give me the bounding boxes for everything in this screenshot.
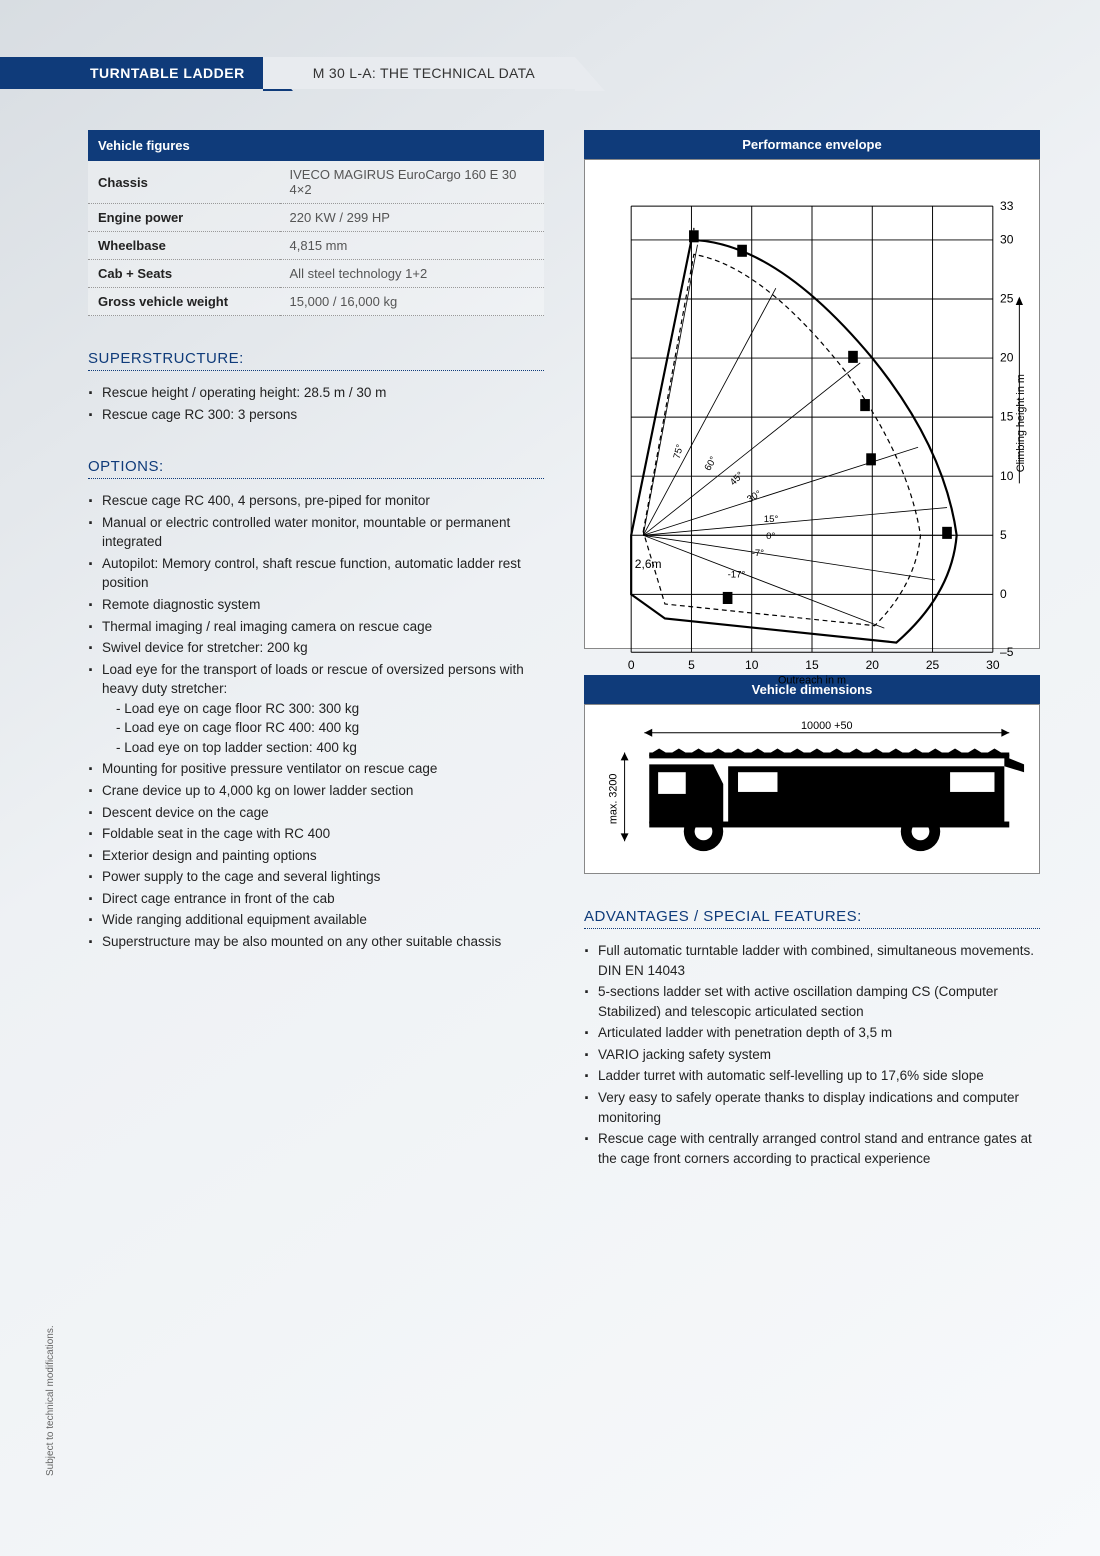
list-item: Exterior design and painting options xyxy=(88,846,544,866)
svg-text:20: 20 xyxy=(866,658,880,672)
header-subtitle: M 30 L-A: THE TECHNICAL DATA xyxy=(263,57,575,89)
svg-text:-7°: -7° xyxy=(752,548,765,559)
list-item: Swivel device for stretcher: 200 kg xyxy=(88,638,544,658)
list-item: 5-sections ladder set with active oscill… xyxy=(584,982,1040,1021)
advantages-list: Full automatic turntable ladder with com… xyxy=(584,941,1040,1168)
svg-text:0: 0 xyxy=(1000,587,1007,601)
spec-value: IVECO MAGIRUS EuroCargo 160 E 30 4×2 xyxy=(280,161,544,204)
table-row: Cab + SeatsAll steel technology 1+2 xyxy=(88,260,544,288)
spec-label: Chassis xyxy=(88,161,280,204)
svg-text:20: 20 xyxy=(1000,351,1014,365)
svg-text:30°: 30° xyxy=(745,488,763,505)
superstructure-list: Rescue height / operating height: 28.5 m… xyxy=(88,383,544,424)
spec-label: Gross vehicle weight xyxy=(88,288,280,316)
svg-text:15°: 15° xyxy=(764,514,779,525)
envelope-svg: 2,6m 75° 60° 45° 30° 15° 0° -7° -17° 33 … xyxy=(595,170,1029,688)
header-bar: TURNTABLE LADDER M 30 L-A: THE TECHNICAL… xyxy=(0,56,575,90)
vehicle-figures-title: Vehicle figures xyxy=(88,130,544,161)
advantages-title: ADVANTAGES / SPECIAL FEATURES: xyxy=(584,908,1040,929)
list-item: Full automatic turntable ladder with com… xyxy=(584,941,1040,980)
table-row: Engine power220 KW / 299 HP xyxy=(88,204,544,232)
svg-text:25: 25 xyxy=(1000,292,1014,306)
options-list: Rescue cage RC 400, 4 persons, pre-piped… xyxy=(88,491,544,951)
list-item: Superstructure may be also mounted on an… xyxy=(88,932,544,952)
list-item: Autopilot: Memory control, shaft rescue … xyxy=(88,554,544,593)
spec-label: Wheelbase xyxy=(88,232,280,260)
svg-text:0°: 0° xyxy=(766,531,775,542)
vehicle-svg: 10000 +50 max. 3200 xyxy=(595,715,1029,863)
svg-text:25: 25 xyxy=(926,658,940,672)
svg-text:-17°: -17° xyxy=(728,569,746,580)
sub-item: - Load eye on cage floor RC 300: 300 kg xyxy=(102,699,544,719)
table-row: Wheelbase4,815 mm xyxy=(88,232,544,260)
svg-text:30: 30 xyxy=(986,658,1000,672)
list-item: Mounting for positive pressure ventilato… xyxy=(88,759,544,779)
svg-text:2,6m: 2,6m xyxy=(635,557,662,571)
list-item: Rescue cage RC 400, 4 persons, pre-piped… xyxy=(88,491,544,511)
svg-text:10: 10 xyxy=(1000,469,1014,483)
vehicle-dimensions-diagram: 10000 +50 max. 3200 xyxy=(584,704,1040,874)
spec-label: Cab + Seats xyxy=(88,260,280,288)
spec-value: 4,815 mm xyxy=(280,232,544,260)
header-tab: TURNTABLE LADDER xyxy=(0,57,263,89)
svg-text:0: 0 xyxy=(628,658,635,672)
list-item: Rescue cage with centrally arranged cont… xyxy=(584,1129,1040,1168)
list-item: Rescue height / operating height: 28.5 m… xyxy=(88,383,544,403)
list-item: Foldable seat in the cage with RC 400 xyxy=(88,824,544,844)
options-title: OPTIONS: xyxy=(88,458,544,479)
sub-item: - Load eye on top ladder section: 400 kg xyxy=(102,738,544,758)
table-row: Gross vehicle weight15,000 / 16,000 kg xyxy=(88,288,544,316)
spec-value: 15,000 / 16,000 kg xyxy=(280,288,544,316)
vehicle-figures-table: Vehicle figures ChassisIVECO MAGIRUS Eur… xyxy=(88,130,544,316)
length-label: 10000 +50 xyxy=(801,720,853,732)
list-item: Very easy to safely operate thanks to di… xyxy=(584,1088,1040,1127)
list-item: Remote diagnostic system xyxy=(88,595,544,615)
performance-envelope-header: Performance envelope xyxy=(584,130,1040,159)
content: Vehicle figures ChassisIVECO MAGIRUS Eur… xyxy=(88,130,1040,1170)
x-axis-label: Outreach in m xyxy=(778,675,846,687)
svg-text:75°: 75° xyxy=(672,443,686,460)
list-item: Articulated ladder with penetration dept… xyxy=(584,1023,1040,1043)
list-item: Crane device up to 4,000 kg on lower lad… xyxy=(88,781,544,801)
svg-text:15: 15 xyxy=(805,658,819,672)
svg-text:15: 15 xyxy=(1000,410,1014,424)
spec-label: Engine power xyxy=(88,204,280,232)
svg-text:45°: 45° xyxy=(728,470,746,488)
y-axis-label: Climbing height in m xyxy=(1015,374,1027,472)
list-item: Load eye for the transport of loads or r… xyxy=(88,660,544,758)
list-item: VARIO jacking safety system xyxy=(584,1045,1040,1065)
list-item: Direct cage entrance in front of the cab xyxy=(88,889,544,909)
superstructure-title: SUPERSTRUCTURE: xyxy=(88,350,544,371)
spec-value: 220 KW / 299 HP xyxy=(280,204,544,232)
list-item: Power supply to the cage and several lig… xyxy=(88,867,544,887)
table-row: ChassisIVECO MAGIRUS EuroCargo 160 E 30 … xyxy=(88,161,544,204)
performance-envelope-diagram: 2,6m 75° 60° 45° 30° 15° 0° -7° -17° 33 … xyxy=(584,159,1040,649)
right-column: Performance envelope xyxy=(584,130,1040,1170)
svg-text:33: 33 xyxy=(1000,199,1014,213)
list-item: Thermal imaging / real imaging camera on… xyxy=(88,617,544,637)
svg-text:30: 30 xyxy=(1000,233,1014,247)
svg-text:5: 5 xyxy=(688,658,695,672)
left-column: Vehicle figures ChassisIVECO MAGIRUS Eur… xyxy=(88,130,544,1170)
svg-text:5: 5 xyxy=(1000,528,1007,542)
sub-item: - Load eye on cage floor RC 400: 400 kg xyxy=(102,718,544,738)
spec-value: All steel technology 1+2 xyxy=(280,260,544,288)
list-item: Rescue cage RC 300: 3 persons xyxy=(88,405,544,425)
list-item: Manual or electric controlled water moni… xyxy=(88,513,544,552)
svg-text:–5: –5 xyxy=(1000,645,1014,659)
list-item: Descent device on the cage xyxy=(88,803,544,823)
svg-text:10: 10 xyxy=(745,658,759,672)
footnote: Subject to technical modifications. xyxy=(45,1325,56,1476)
list-item: Wide ranging additional equipment availa… xyxy=(88,910,544,930)
list-item: Ladder turret with automatic self-levell… xyxy=(584,1066,1040,1086)
height-label: max. 3200 xyxy=(608,774,620,825)
svg-text:60°: 60° xyxy=(703,455,720,473)
